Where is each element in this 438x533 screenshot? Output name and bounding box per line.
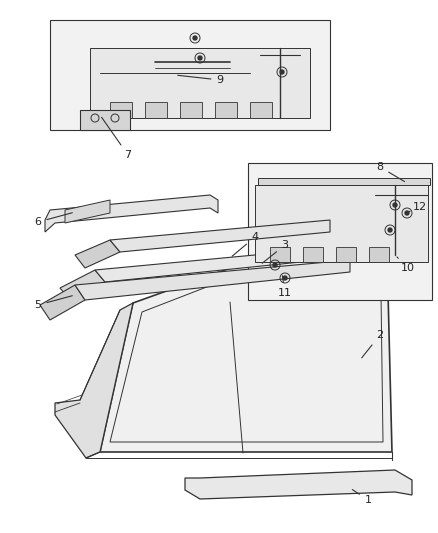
Text: 1: 1 [352,489,371,505]
Polygon shape [45,195,218,232]
Circle shape [193,36,197,40]
Text: 11: 11 [278,276,292,298]
Polygon shape [250,102,272,118]
Polygon shape [215,102,237,118]
Polygon shape [185,470,412,499]
Circle shape [198,56,202,60]
Polygon shape [110,102,132,118]
Text: 8: 8 [376,162,405,182]
Polygon shape [95,247,340,282]
Text: 12: 12 [408,202,427,212]
Polygon shape [180,102,202,118]
Polygon shape [60,270,105,300]
Polygon shape [100,212,392,452]
Polygon shape [90,48,310,118]
Polygon shape [75,240,120,268]
Polygon shape [75,260,350,300]
Text: 4: 4 [232,232,258,256]
Circle shape [273,263,277,267]
Circle shape [388,228,392,232]
Circle shape [283,276,287,280]
Circle shape [405,211,409,215]
Text: 7: 7 [102,117,131,160]
Polygon shape [258,178,430,185]
Polygon shape [270,247,290,262]
Polygon shape [55,303,133,458]
Text: 10: 10 [397,257,415,273]
Polygon shape [336,247,356,262]
Text: 6: 6 [35,213,72,227]
Polygon shape [255,185,428,262]
Polygon shape [40,285,85,320]
Polygon shape [110,220,330,252]
Polygon shape [248,163,432,300]
Text: 5: 5 [35,296,72,310]
Polygon shape [65,200,110,223]
Text: 2: 2 [362,330,384,358]
Circle shape [393,203,397,207]
Polygon shape [369,247,389,262]
Polygon shape [50,20,330,130]
Polygon shape [303,247,323,262]
Text: 3: 3 [262,240,289,263]
Text: 9: 9 [178,75,223,85]
Circle shape [280,70,284,74]
Polygon shape [145,102,167,118]
Polygon shape [80,110,130,130]
